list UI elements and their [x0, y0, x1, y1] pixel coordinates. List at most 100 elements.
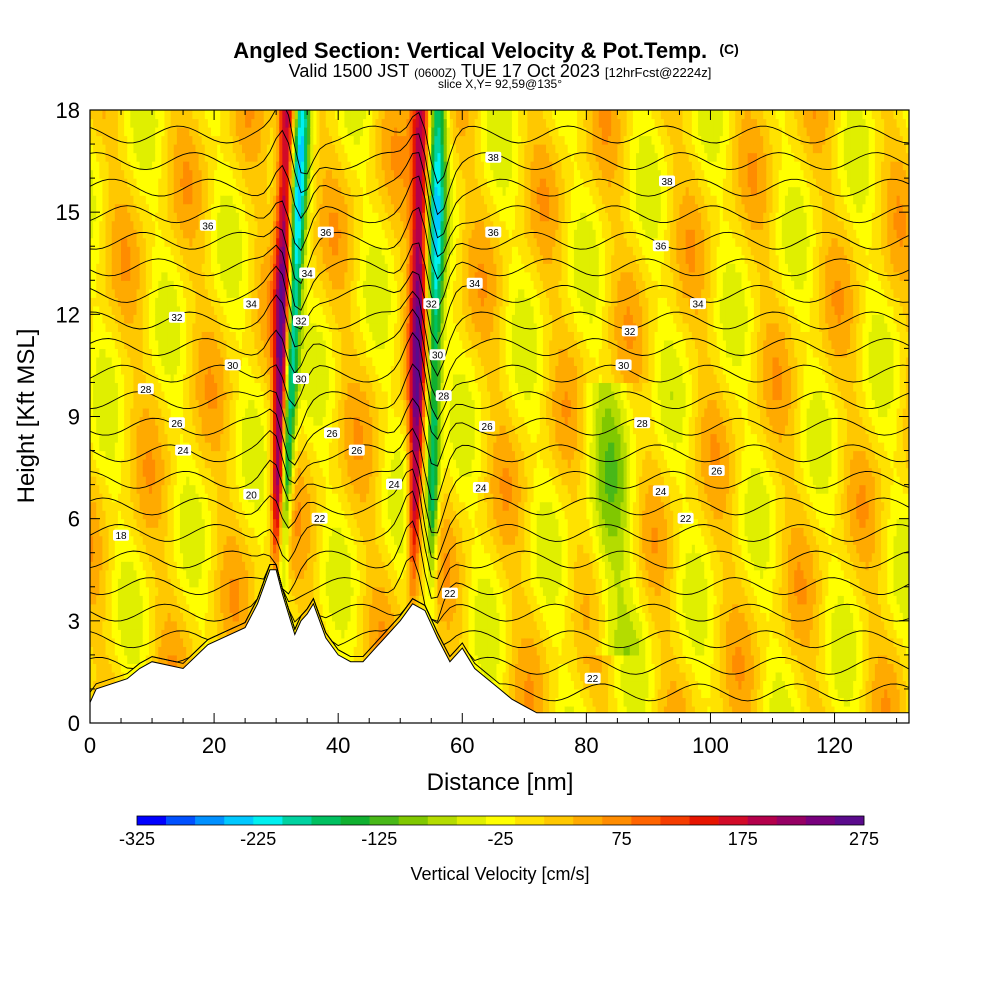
field-cell — [263, 297, 268, 307]
field-cell — [179, 518, 184, 528]
field-cell — [189, 612, 193, 622]
field-cell — [269, 229, 274, 239]
field-cell — [121, 595, 125, 605]
field-cell — [220, 510, 224, 520]
field-cell — [273, 212, 277, 222]
field-cell — [173, 246, 178, 256]
field-cell — [142, 442, 147, 452]
field-cell — [260, 144, 265, 154]
field-cell — [170, 263, 175, 273]
field-cell — [114, 348, 119, 358]
field-cell — [164, 399, 169, 409]
field-cell — [99, 561, 104, 571]
field-cell — [124, 620, 128, 630]
field-cell — [291, 322, 296, 332]
field-cell — [183, 254, 187, 264]
field-cell — [279, 331, 283, 341]
field-cell — [235, 144, 240, 154]
field-cell — [204, 365, 209, 375]
field-cell — [254, 178, 259, 188]
field-cell — [170, 297, 175, 307]
field-cell — [251, 603, 256, 613]
field-cell — [276, 178, 280, 188]
field-cell — [294, 569, 299, 579]
field-cell — [266, 152, 271, 162]
field-cell — [136, 527, 141, 537]
field-cell — [139, 246, 144, 256]
field-cell — [133, 118, 138, 128]
field-cell — [105, 254, 110, 264]
field-cell — [254, 433, 259, 443]
field-cell — [170, 382, 175, 392]
field-cell — [288, 186, 293, 196]
field-cell — [210, 144, 215, 154]
field-cell — [167, 654, 172, 664]
field-cell — [198, 212, 203, 222]
field-cell — [121, 229, 125, 239]
field-cell — [189, 382, 193, 392]
field-cell — [288, 552, 293, 562]
field-cell — [260, 527, 265, 537]
field-cell — [161, 161, 166, 171]
field-cell — [164, 229, 169, 239]
field-cell — [176, 510, 181, 520]
field-cell — [130, 229, 135, 239]
field-cell — [294, 237, 299, 247]
field-cell — [254, 246, 259, 256]
field-cell — [124, 390, 128, 401]
field-cell — [117, 220, 122, 230]
field-cell — [164, 595, 169, 605]
field-cell — [279, 280, 283, 290]
field-cell — [294, 169, 299, 179]
field-cell — [285, 459, 290, 469]
field-cell — [111, 178, 116, 188]
field-cell — [161, 407, 166, 418]
field-cell — [155, 501, 159, 511]
field-cell — [155, 493, 159, 503]
field-cell — [139, 271, 144, 281]
field-cell — [124, 552, 128, 562]
field-cell — [276, 382, 280, 392]
field-cell — [238, 442, 243, 452]
field-cell — [226, 527, 231, 537]
field-cell — [279, 110, 283, 120]
field-cell — [260, 263, 265, 273]
field-cell — [288, 603, 293, 613]
field-cell — [220, 161, 224, 171]
field-cell — [96, 169, 100, 179]
field-cell — [254, 144, 259, 154]
field-cell — [164, 237, 169, 247]
field-cell — [111, 501, 116, 511]
field-cell — [117, 467, 122, 477]
field-cell — [245, 280, 249, 290]
field-cell — [108, 365, 113, 375]
field-cell — [235, 339, 240, 349]
field-cell — [130, 442, 135, 452]
field-cell — [242, 518, 246, 528]
field-cell — [164, 246, 169, 256]
field-cell — [269, 459, 274, 469]
field-cell — [133, 212, 138, 222]
field-cell — [124, 144, 128, 154]
field-cell — [282, 246, 287, 256]
field-cell — [238, 220, 243, 230]
field-cell — [238, 144, 243, 154]
field-cell — [124, 646, 128, 656]
field-cell — [186, 322, 190, 332]
field-cell — [245, 518, 249, 528]
field-cell — [133, 646, 138, 656]
field-cell — [192, 365, 197, 375]
field-cell — [238, 161, 243, 171]
field-cell — [260, 467, 265, 477]
field-cell — [220, 135, 224, 145]
field-cell — [130, 280, 135, 290]
field-cell — [297, 595, 302, 605]
field-cell — [226, 135, 231, 145]
field-cell — [158, 305, 162, 315]
field-cell — [257, 501, 262, 511]
field-cell — [294, 356, 299, 367]
field-cell — [210, 561, 215, 571]
field-cell — [263, 399, 268, 409]
field-cell — [263, 407, 268, 418]
